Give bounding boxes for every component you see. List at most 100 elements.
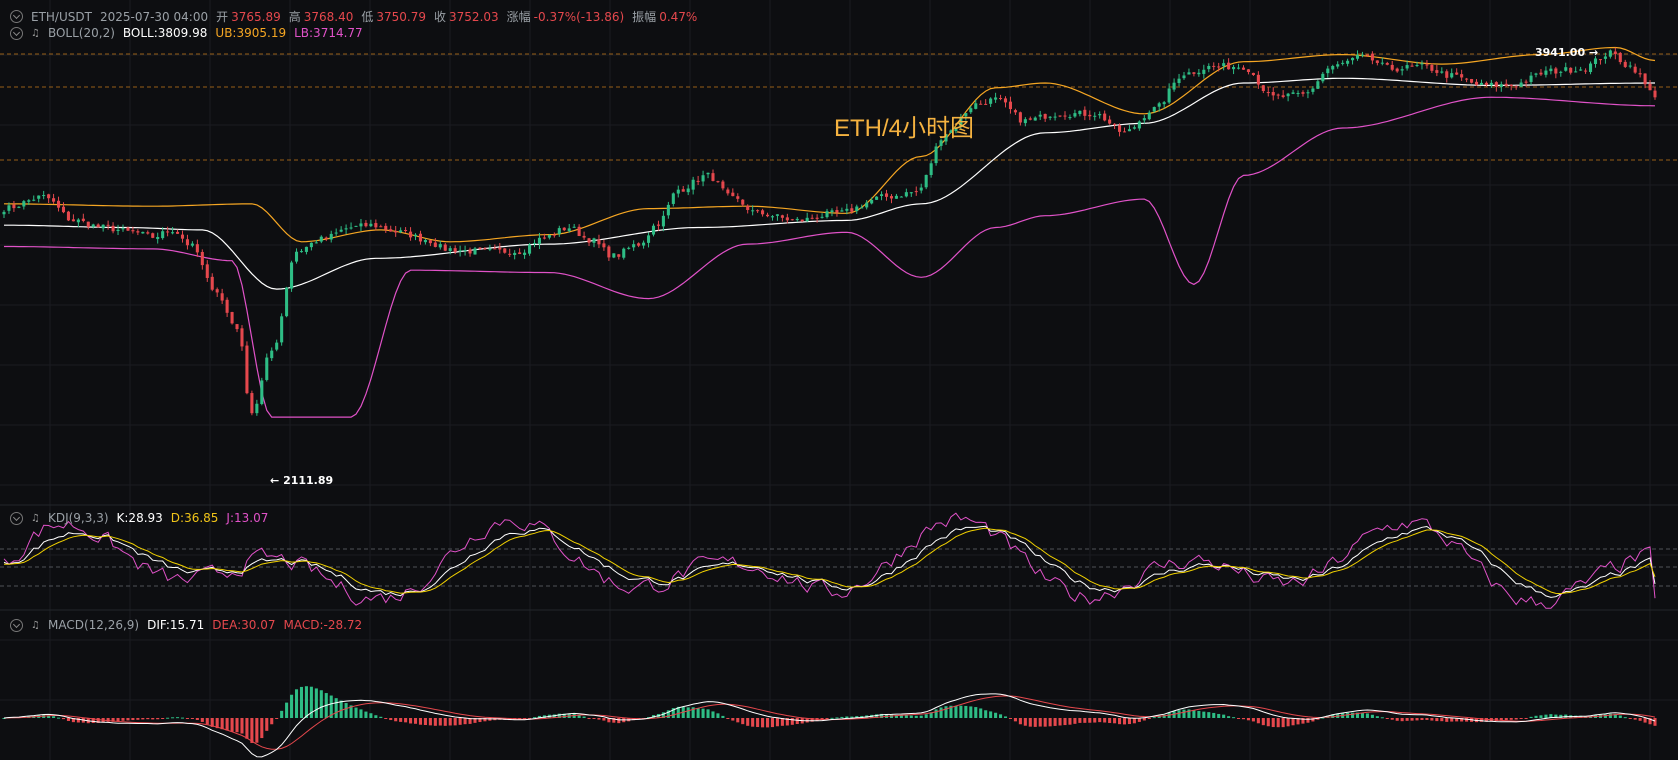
macd-histogram-bar [1544, 714, 1548, 718]
candle-body [493, 248, 497, 250]
candle-body [240, 328, 244, 347]
macd-histogram-bar [1306, 718, 1310, 723]
macd-histogram-bar [706, 709, 710, 718]
candle-body [746, 205, 750, 210]
j-value: J:13.07 [226, 511, 269, 525]
candle-body [1613, 51, 1617, 55]
arrow-right-icon: → [1588, 46, 1599, 59]
candle-body [528, 244, 532, 254]
change-value: -0.37%(-13.86) [533, 9, 625, 24]
macd-histogram-bar [458, 718, 462, 725]
kdj-header: ♫ KDJ(9,3,3) K:28.93 D:36.85 J:13.07 [10, 511, 276, 525]
macd-histogram-bar [795, 718, 799, 725]
macd-histogram-bar [1073, 718, 1077, 724]
candle-body [1212, 65, 1216, 67]
macd-histogram-bar [790, 718, 794, 725]
macd-histogram-bar [736, 718, 740, 723]
candle-body [354, 225, 358, 227]
candle-body [1415, 65, 1419, 67]
macd-histogram-bar [146, 718, 150, 720]
collapse-icon[interactable] [10, 26, 23, 40]
candle-body [1048, 116, 1052, 118]
candle-body [166, 231, 170, 233]
macd-histogram-bar [1549, 714, 1553, 718]
macd-histogram-bar [919, 715, 923, 718]
candle-body [1653, 90, 1657, 98]
macd-histogram-bar [96, 718, 100, 723]
macd-histogram-bar [1618, 715, 1622, 718]
bell-icon[interactable]: ♫ [31, 619, 40, 631]
macd-histogram-bar [1137, 718, 1141, 722]
macd-histogram-bar [47, 715, 51, 718]
macd-histogram-bar [1430, 718, 1434, 721]
macd-histogram-bar [1147, 718, 1151, 719]
macd-histogram-bar [934, 709, 938, 718]
candle-body [96, 224, 100, 228]
candle-body [1232, 67, 1236, 70]
macd-histogram-bar [344, 703, 348, 718]
macd-histogram-bar [1202, 711, 1206, 718]
macd-histogram-bar [1346, 712, 1350, 718]
macd-histogram-bar [924, 714, 928, 718]
candle-body [1326, 68, 1330, 74]
macd-histogram-bar [299, 686, 304, 718]
macd-histogram-bar [1217, 713, 1221, 718]
macd-histogram-bar [1241, 718, 1246, 720]
candle-body [1375, 60, 1379, 63]
macd-histogram-bar [314, 688, 318, 718]
candle-body [2, 211, 6, 215]
macd-histogram-bar [1281, 718, 1285, 728]
macd-histogram-bar [1420, 718, 1424, 721]
collapse-icon[interactable] [10, 618, 23, 632]
macd-histogram-bar [374, 715, 378, 718]
collapse-icon[interactable] [10, 511, 23, 525]
candle-body [582, 235, 586, 238]
macd-histogram-bar [716, 713, 720, 718]
low-label: 低 [361, 10, 374, 24]
bell-icon[interactable]: ♫ [31, 512, 40, 524]
macd-histogram-bar [1118, 718, 1122, 725]
macd-histogram-bar [602, 718, 606, 721]
candle-body [1306, 92, 1310, 94]
collapse-icon[interactable] [10, 10, 23, 23]
candle-body [1380, 62, 1384, 64]
candle-body [86, 221, 90, 227]
candle-body [1341, 62, 1345, 64]
candle-body [498, 247, 502, 250]
candle-body [612, 253, 616, 258]
candle-body [389, 229, 393, 232]
kdj-lines [3, 512, 1656, 609]
macd-histogram-bar [1028, 718, 1032, 727]
candle-body [994, 97, 998, 100]
candle-body [1544, 70, 1548, 75]
macd-histogram-bar [483, 718, 487, 722]
candle-body [270, 350, 274, 359]
d-value: D:36.85 [170, 511, 219, 525]
macd-histogram-bar [329, 695, 333, 718]
candle-body [1355, 55, 1360, 59]
ub-value: UB:3905.19 [215, 26, 287, 40]
macd-histogram-bar [195, 718, 199, 720]
candle-body [428, 240, 432, 244]
macd-histogram-bar [1316, 718, 1320, 720]
candle-body [1420, 63, 1424, 65]
macd-histogram-bar [1113, 718, 1117, 724]
macd-histogram-bar [1554, 714, 1558, 718]
candle-body [1147, 112, 1151, 120]
bell-icon[interactable]: ♫ [31, 27, 40, 39]
macd-histogram-bar [250, 718, 254, 743]
candle-body [880, 194, 884, 197]
chart-overlay-title: ETH/4小时图 [834, 115, 975, 142]
candle-body [1579, 69, 1583, 71]
candle-body [1261, 85, 1265, 92]
candle-body [1336, 64, 1340, 67]
macd-histogram-bar [1266, 718, 1270, 727]
candle-body [1410, 65, 1414, 67]
macd-histogram-bar [1479, 718, 1484, 722]
candle-body [979, 103, 983, 105]
candle-body [66, 211, 70, 221]
close-value: 3752.03 [449, 9, 499, 24]
candle-body [904, 192, 908, 197]
candle-body [265, 357, 269, 380]
